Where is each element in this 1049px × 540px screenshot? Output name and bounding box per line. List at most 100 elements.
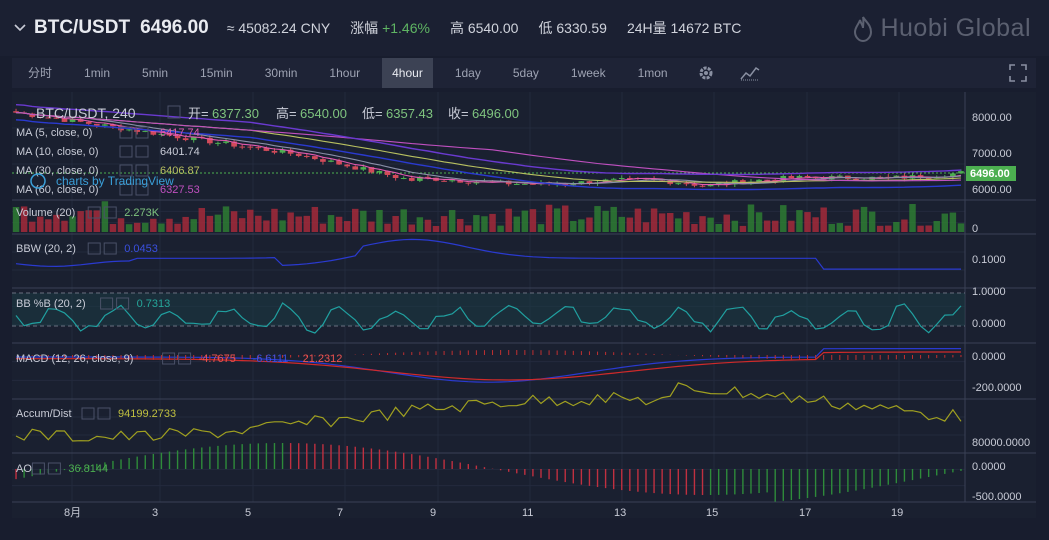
- volume-bar: [715, 224, 722, 232]
- candle-body: [570, 184, 577, 186]
- tradingview-chart[interactable]: BTC/USDT, 240 开= 6377.30 高= 6540.00 低= 6357.43…: [12, 92, 1036, 519]
- timeframe-tab[interactable]: 1day: [454, 66, 481, 80]
- timeframe-tab[interactable]: 15min: [200, 66, 233, 80]
- chart-symbol-line: BTC/USDT, 240: [36, 105, 136, 121]
- time-axis-label: 13: [614, 507, 626, 518]
- change-label: 涨幅: [350, 20, 379, 36]
- pair-selector[interactable]: BTC/USDT: [34, 17, 131, 38]
- volume-bar: [448, 210, 456, 232]
- ma-legend-value: 6327.53: [160, 184, 200, 196]
- ma-legend-value: 6401.74: [160, 146, 200, 158]
- volume-bar: [545, 204, 553, 232]
- volume-bar: [101, 201, 109, 232]
- candle-body: [295, 153, 302, 156]
- volume-bar: [699, 216, 706, 232]
- volume-bar: [666, 213, 674, 232]
- candle-body: [336, 160, 342, 165]
- time-axis-label: 17: [799, 507, 811, 518]
- logo-text: Huobi Global: [880, 14, 1031, 42]
- timeframe-tab[interactable]: 1hour: [329, 66, 361, 80]
- volume-bar: [432, 225, 440, 232]
- volume-bar: [85, 210, 92, 232]
- ma-legend-settings-icon: [119, 164, 133, 177]
- volume-bar: [893, 221, 900, 232]
- volume-bar: [941, 213, 949, 232]
- pane-label-volume: Volume (20): [16, 207, 75, 219]
- pane-ao-close-icon: [47, 462, 61, 475]
- volume-bar: [311, 206, 319, 232]
- indicators-icon[interactable]: [740, 63, 760, 83]
- tradingview-icon: [30, 173, 46, 189]
- candle-body: [473, 182, 480, 184]
- volume-bar: [642, 222, 650, 232]
- volume-bar: [497, 225, 504, 232]
- volume-bar: [12, 207, 20, 232]
- timeframe-list: 分时 1min 5min 15min 30min 1hour 4hour 1day 5day 1w…: [12, 58, 684, 88]
- candle-body: [174, 135, 181, 139]
- candle-body: [263, 147, 270, 151]
- pane-bbw-close-icon: [103, 242, 117, 255]
- candle-body: [102, 124, 108, 126]
- ohlc-low-label: 低=: [362, 106, 383, 121]
- pane-axis-label-bbpb: 1.0000: [972, 286, 1006, 298]
- timeframe-tab[interactable]: 分时: [28, 66, 53, 80]
- volume-bar: [691, 223, 698, 232]
- time-axis-label: 9: [430, 507, 436, 518]
- pane-label-bbw: BBW (20, 2): [16, 243, 76, 255]
- volume-bar: [352, 208, 359, 232]
- low-value: 6330.59: [556, 20, 607, 36]
- chevron-down-icon[interactable]: [14, 21, 26, 36]
- pane-axis-label-macd: -200.0000: [972, 382, 1022, 394]
- accum-line: [15, 382, 962, 442]
- ticker-header: BTC/USDT 6496.00 ≈ 45082.24 CNY 涨幅 +1.46…: [0, 0, 1049, 56]
- volume-bar: [610, 206, 617, 232]
- fullscreen-icon[interactable]: [1008, 63, 1028, 83]
- time-axis-label: 11: [522, 507, 533, 518]
- ohlc-high-label: 高=: [276, 106, 297, 121]
- volume-bar: [473, 215, 480, 232]
- volume-label: 24H量: [626, 20, 667, 36]
- gear-icon[interactable]: [696, 63, 716, 83]
- timeframe-tab[interactable]: 1week: [570, 66, 606, 80]
- candle-body: [182, 138, 189, 141]
- ma-legend-label: MA (5, close, 0): [16, 127, 92, 139]
- volume-bar: [537, 224, 545, 232]
- candle-body: [465, 182, 472, 184]
- pane-value2-macd: -6.6111: [253, 353, 289, 365]
- candle-body: [215, 142, 221, 144]
- candle-body: [77, 119, 84, 122]
- timeframe-tab[interactable]: 5day: [512, 66, 539, 80]
- timeframe-tab[interactable]: 4hour: [382, 58, 433, 88]
- volume-bar: [763, 220, 771, 232]
- ohlc-low: 6357.43: [386, 106, 433, 121]
- chart-area[interactable]: BTC/USDT, 240 开= 6377.30 高= 6540.00 低= 6357.43…: [12, 92, 1036, 519]
- timeframe-tab[interactable]: 5min: [142, 66, 169, 80]
- candle-body: [247, 146, 254, 148]
- timeframe-tab[interactable]: 1mon: [637, 66, 668, 80]
- pane-volume-settings-icon: [87, 206, 101, 219]
- pane-value-bbpb: 0.7313: [137, 298, 171, 310]
- candle-body: [328, 160, 334, 162]
- ma-line-60: [15, 112, 962, 182]
- volume-bar: [222, 206, 230, 232]
- timeframe-toolbar: 分时 1min 5min 15min 30min 1hour 4hour 1day 5day 1w…: [12, 58, 1036, 88]
- volume-bar: [780, 205, 787, 232]
- candle-body: [513, 183, 520, 185]
- timeframe-tab[interactable]: 30min: [264, 66, 298, 80]
- ma-legend-settings-icon: [119, 126, 133, 139]
- candle-body: [950, 173, 956, 177]
- volume-bar: [45, 219, 52, 232]
- volume-bar: [747, 204, 755, 232]
- candle-body: [344, 164, 350, 167]
- timeframe-tab[interactable]: 1min: [84, 66, 111, 80]
- volume-bar: [400, 209, 407, 232]
- candle-body: [530, 183, 536, 185]
- band-lower-line: [15, 119, 962, 191]
- candle-body: [562, 183, 569, 185]
- volume-bar: [416, 217, 424, 232]
- signal-line: [16, 351, 961, 381]
- volume-bar: [731, 220, 739, 232]
- candle-body: [126, 129, 132, 131]
- time-axis-label: 15: [706, 507, 718, 518]
- volume-bar: [53, 214, 60, 232]
